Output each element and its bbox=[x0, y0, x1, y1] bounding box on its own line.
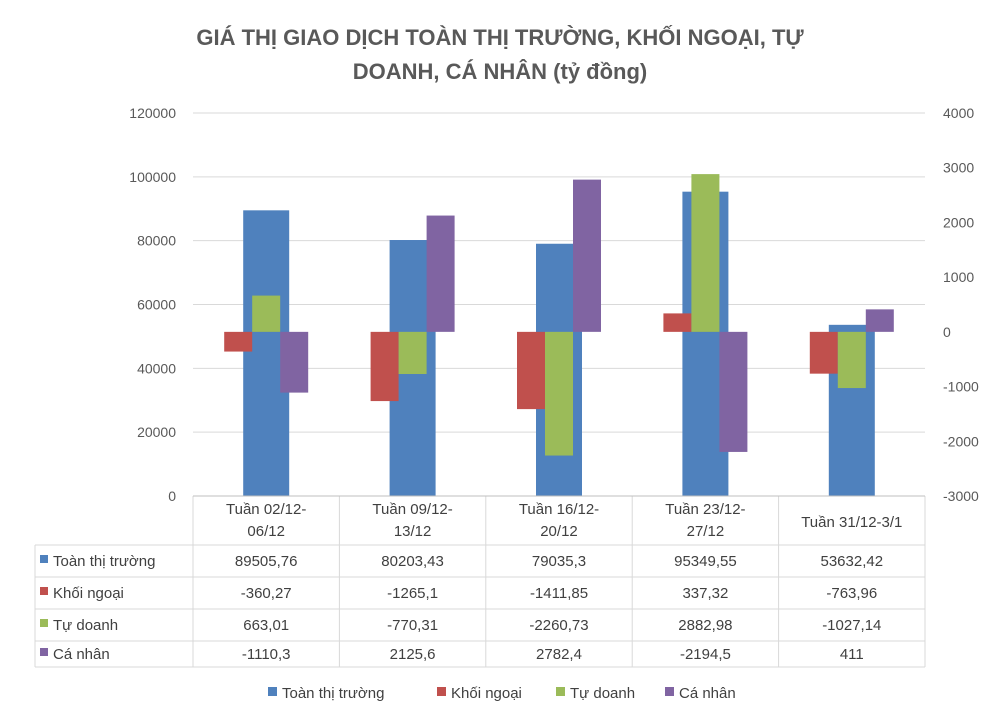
category-label: Tuần 02/12- bbox=[226, 501, 306, 518]
bar-series-2 bbox=[370, 331, 399, 402]
table-cell: -1265,1 bbox=[387, 585, 438, 602]
table-cell: 79035,3 bbox=[532, 553, 586, 570]
bar-series-4 bbox=[280, 331, 309, 393]
bar-series-2 bbox=[663, 313, 692, 332]
left-axis-tick: 80000 bbox=[137, 233, 176, 249]
table-cell: 663,01 bbox=[243, 617, 289, 634]
category-label: 27/12 bbox=[687, 523, 725, 540]
category-label: 13/12 bbox=[394, 523, 432, 540]
legend-label: Cá nhân bbox=[679, 685, 736, 702]
bar-series-3 bbox=[398, 331, 427, 375]
chart-title: GIÁ THỊ GIAO DỊCH TOÀN THỊ TRƯỜNG, KHỐI … bbox=[196, 24, 804, 84]
legend-key bbox=[268, 687, 277, 696]
legend-label: Tự doanh bbox=[570, 685, 635, 702]
left-axis-tick: 20000 bbox=[137, 424, 176, 440]
category-label: Tuần 23/12- bbox=[665, 501, 745, 518]
right-axis-tick: 1000 bbox=[943, 269, 974, 285]
left-axis-tick: 40000 bbox=[137, 360, 176, 376]
legend-key bbox=[556, 687, 565, 696]
table-cell: -1027,14 bbox=[822, 617, 881, 634]
table-row-label: Tự doanh bbox=[53, 617, 118, 634]
table-cell: -763,96 bbox=[826, 585, 877, 602]
table-cell: -1110,3 bbox=[242, 646, 291, 663]
legend-key bbox=[665, 687, 674, 696]
table-legend-key bbox=[40, 587, 48, 595]
table-row-label: Khối ngoại bbox=[53, 585, 124, 602]
table-cell: -2194,5 bbox=[680, 646, 731, 663]
table-row-label: Toàn thị trường bbox=[53, 553, 155, 570]
table-cell: -360,27 bbox=[241, 585, 292, 602]
legend-label: Khối ngoại bbox=[451, 685, 522, 702]
right-axis-tick: -1000 bbox=[943, 379, 979, 395]
bar-series-2 bbox=[809, 331, 838, 374]
table-cell: 53632,42 bbox=[821, 553, 884, 570]
table-legend-key bbox=[40, 555, 48, 563]
table-row-label: Cá nhân bbox=[53, 646, 110, 663]
table-cell: 411 bbox=[840, 646, 864, 663]
bars bbox=[224, 174, 894, 496]
table-cell: 89505,76 bbox=[235, 553, 298, 570]
legend-key bbox=[437, 687, 446, 696]
table-cell: 80203,43 bbox=[381, 553, 444, 570]
table-cell: -770,31 bbox=[387, 617, 438, 634]
right-axis-tick: 0 bbox=[943, 324, 951, 340]
category-label: 20/12 bbox=[540, 523, 578, 540]
category-label: 06/12 bbox=[247, 523, 285, 540]
right-axis-tick: 3000 bbox=[943, 160, 974, 176]
left-axis-tick: 60000 bbox=[137, 297, 176, 313]
chart-title-line: GIÁ THỊ GIAO DỊCH TOÀN THỊ TRƯỜNG, KHỐI … bbox=[196, 24, 804, 50]
table-legend-key bbox=[40, 648, 48, 656]
bar-series-4 bbox=[865, 309, 894, 332]
right-axis-tick: -2000 bbox=[943, 433, 979, 449]
chart-title-line: DOANH, CÁ NHÂN (tỷ đồng) bbox=[353, 59, 648, 84]
right-axis-tick: -3000 bbox=[943, 488, 979, 504]
table-cell: 2125,6 bbox=[390, 646, 436, 663]
table-cell: 337,32 bbox=[682, 585, 728, 602]
bar-series-3 bbox=[545, 331, 573, 456]
right-axis-tick: 2000 bbox=[943, 214, 974, 230]
table-legend-key bbox=[40, 619, 48, 627]
data-table: Tuần 02/12- 06/12 Tuần 09/12- 13/12 Tuần 16/… bbox=[34, 495, 926, 668]
bar-series-2 bbox=[224, 331, 253, 352]
category-label: Tuần 09/12- bbox=[372, 501, 452, 518]
bar-series-3 bbox=[837, 331, 866, 389]
legend-label: Toàn thị trường bbox=[282, 685, 384, 702]
legend: Toàn thị trường Khối ngoại Tự doanh Cá nhân bbox=[268, 685, 736, 702]
right-axis-tick: 4000 bbox=[943, 105, 974, 121]
axes: 020000400006000080000100000120000-3000-2… bbox=[129, 105, 979, 504]
bar-series-3 bbox=[252, 295, 281, 332]
table-cell: 2882,98 bbox=[678, 617, 732, 634]
left-axis-tick: 0 bbox=[168, 488, 176, 504]
table-cell: 95349,55 bbox=[674, 553, 737, 570]
left-axis-tick: 100000 bbox=[129, 169, 176, 185]
left-axis-tick: 120000 bbox=[129, 105, 176, 121]
table-cell: -2260,73 bbox=[529, 617, 588, 634]
table-cell: -1411,85 bbox=[530, 585, 588, 602]
bar-series-2 bbox=[517, 331, 545, 410]
bar-series-4 bbox=[573, 179, 601, 332]
table-cell: 2782,4 bbox=[536, 646, 582, 663]
bar-series-4 bbox=[426, 215, 455, 332]
bar-series-3 bbox=[691, 174, 720, 332]
category-label: Tuần 31/12-3/1 bbox=[801, 514, 902, 531]
bar-series-4 bbox=[719, 331, 748, 452]
category-label: Tuần 16/12- bbox=[519, 501, 599, 518]
